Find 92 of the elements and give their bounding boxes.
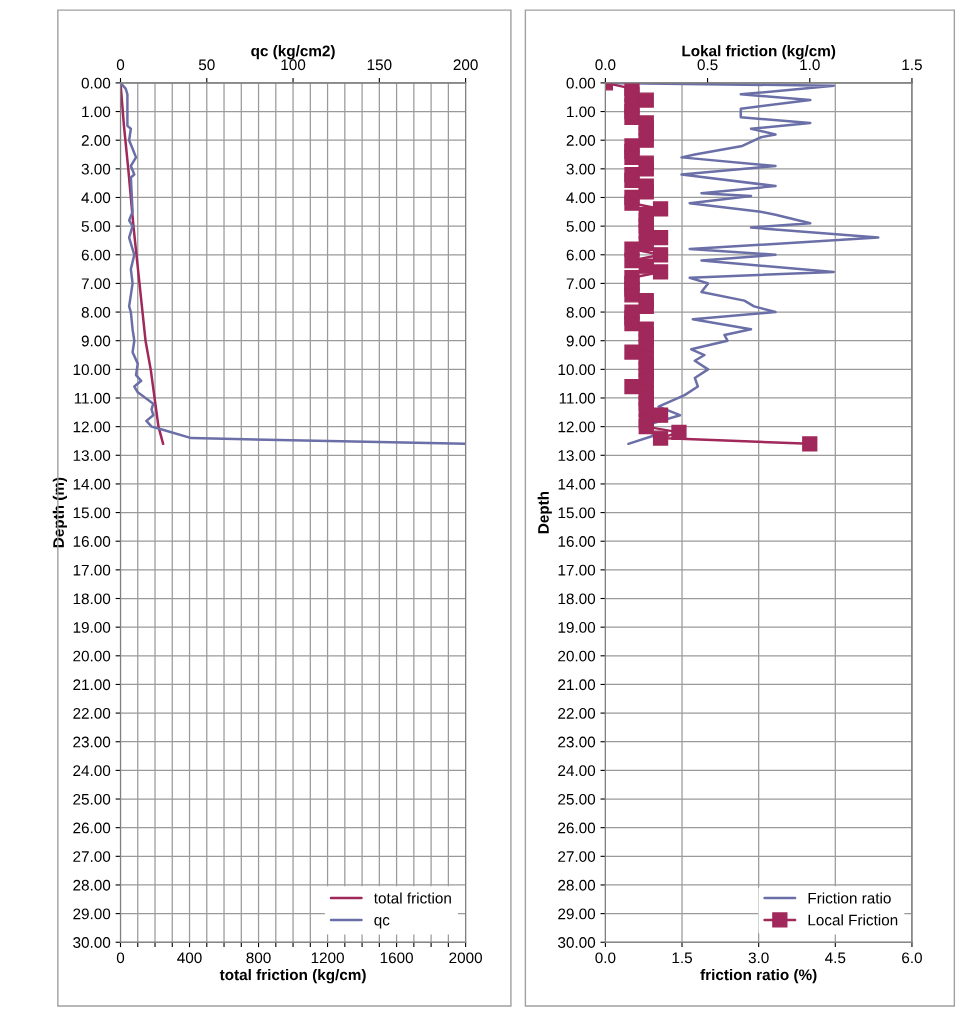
- y-tick-label: 18.00: [73, 593, 111, 605]
- x2-axis-title: Lokal friction (kg/cm): [682, 45, 836, 60]
- y-tick-label: 8.00: [81, 306, 111, 318]
- x-tick-label: 1.5: [672, 952, 693, 964]
- y-tick-label: 29.00: [73, 908, 111, 920]
- y-tick-label: 10.00: [73, 364, 111, 376]
- y-tick-label: 3.00: [81, 163, 111, 175]
- y-tick-label: 23.00: [558, 736, 596, 748]
- y-tick-label: 11.00: [559, 392, 596, 404]
- x-tick-label: 800: [246, 952, 271, 964]
- y-tick-label: 12.00: [73, 421, 111, 433]
- y-tick-label: 22.00: [73, 707, 111, 719]
- x2-tick-label: 1.0: [800, 59, 820, 71]
- y-tick-label: 22.00: [558, 707, 596, 719]
- y-tick-label: 7.00: [81, 278, 111, 290]
- y-tick-label: 27.00: [558, 851, 596, 862]
- y-tick-label: 13.00: [558, 450, 596, 461]
- y-tick-label: 17.00: [73, 564, 111, 576]
- y-tick-label: 17.00: [558, 564, 596, 576]
- legend-label: total friction: [373, 892, 451, 904]
- y-tick-label: 6.00: [81, 249, 111, 261]
- y-tick-label: 4.00: [566, 192, 596, 204]
- y-tick-label: 3.00: [566, 163, 596, 175]
- y-tick-label: 23.00: [73, 736, 111, 748]
- x2-tick-label: 200: [453, 59, 478, 71]
- y-tick-label: 11.00: [74, 392, 111, 404]
- legend-label: Friction ratio: [808, 892, 891, 904]
- y-tick-label: 28.00: [73, 879, 111, 891]
- y-tick-label: 6.00: [566, 249, 596, 261]
- y-tick-label: 27.00: [73, 851, 111, 862]
- x2-tick-label: 100: [281, 59, 306, 71]
- y-tick-label: 2.00: [81, 135, 111, 146]
- y-tick-label: 16.00: [73, 536, 111, 547]
- x-tick-label: 1600: [380, 952, 413, 964]
- x2-tick-label: 150: [367, 59, 392, 71]
- x-tick-label: 400: [177, 952, 202, 964]
- y-tick-label: 14.00: [558, 478, 596, 490]
- y-tick-label: 30.00: [73, 937, 111, 948]
- y-tick-label: 0.00: [566, 77, 596, 89]
- y-axis-title: Depth (m): [52, 477, 67, 548]
- y-tick-label: 16.00: [558, 536, 596, 547]
- y-tick-label: 5.00: [81, 220, 111, 232]
- legend-label: qc: [374, 917, 390, 929]
- y-tick-label: 30.00: [558, 937, 596, 948]
- y-tick-label: 25.00: [73, 793, 111, 805]
- x2-axis-title: qc (kg/cm2): [251, 45, 335, 60]
- y-tick-label: 21.00: [558, 679, 596, 691]
- y-tick-label: 25.00: [558, 793, 596, 805]
- x-tick-label: 0.0: [595, 952, 616, 964]
- y-tick-label: 13.00: [73, 450, 111, 461]
- y-tick-label: 10.00: [558, 364, 596, 376]
- y-axis-title: Depth: [537, 491, 552, 534]
- x2-tick-label: 0.5: [697, 59, 718, 71]
- y-tick-label: 28.00: [558, 879, 596, 891]
- x-tick-label: 4.5: [825, 952, 846, 964]
- y-tick-label: 20.00: [558, 650, 596, 662]
- y-tick-label: 15.00: [73, 507, 111, 519]
- y-tick-label: 19.00: [73, 622, 111, 633]
- y-tick-label: 14.00: [73, 478, 111, 490]
- y-tick-label: 18.00: [558, 593, 596, 605]
- y-tick-label: 9.00: [566, 335, 596, 347]
- y-tick-label: 12.00: [558, 421, 596, 433]
- y-tick-label: 0.00: [81, 77, 111, 89]
- y-tick-label: 1.00: [567, 106, 596, 118]
- x-axis-title: friction ratio (%): [700, 968, 817, 984]
- x2-tick-label: 0: [116, 59, 125, 71]
- y-tick-label: 2.00: [566, 135, 596, 146]
- x-tick-label: 6.0: [902, 952, 922, 964]
- y-tick-label: 24.00: [558, 765, 596, 777]
- x-tick-label: 2000: [449, 952, 483, 964]
- y-tick-label: 26.00: [73, 822, 111, 834]
- y-tick-label: 20.00: [73, 650, 111, 662]
- legend-label: Local Friction: [808, 914, 898, 926]
- y-tick-label: 19.00: [558, 622, 596, 633]
- x-axis-title: total friction (kg/cm): [219, 968, 366, 984]
- y-tick-label: 4.00: [81, 192, 111, 204]
- x2-tick-label: 50: [198, 59, 215, 71]
- y-tick-label: 5.00: [566, 220, 596, 232]
- x-tick-label: 1200: [311, 952, 344, 964]
- x2-tick-label: 0.0: [595, 59, 616, 71]
- y-tick-label: 21.00: [73, 679, 111, 691]
- y-tick-label: 24.00: [73, 765, 111, 777]
- y-tick-label: 26.00: [558, 822, 596, 834]
- y-tick-label: 29.00: [558, 908, 596, 920]
- x2-tick-label: 1.5: [902, 59, 922, 71]
- y-tick-label: 7.00: [566, 278, 596, 290]
- y-tick-label: 9.00: [81, 335, 111, 347]
- y-tick-label: 15.00: [558, 507, 596, 519]
- y-tick-label: 8.00: [566, 306, 596, 318]
- x-tick-label: 0: [116, 952, 125, 964]
- x-tick-label: 3.0: [748, 952, 769, 964]
- y-tick-label: 1.00: [82, 106, 111, 118]
